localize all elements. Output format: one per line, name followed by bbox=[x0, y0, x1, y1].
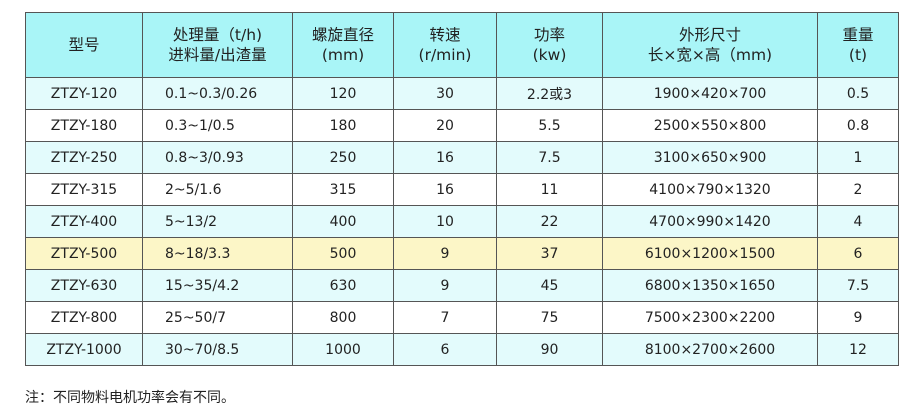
table-cell: 25~50/7 bbox=[142, 301, 293, 334]
table-cell: 1000 bbox=[292, 333, 394, 366]
table-cell: 2.2或3 bbox=[496, 77, 603, 110]
table-cell: ZTZY-630 bbox=[25, 269, 143, 302]
table-cell: 400 bbox=[292, 205, 394, 238]
table-cell: 9 bbox=[393, 269, 497, 302]
table-row: ZTZY-120 0.1~0.3/0.26 120 30 2.2或3 1900×420×7… bbox=[25, 77, 899, 110]
table-cell: 2500×550×800 bbox=[602, 109, 818, 142]
table-cell: 6800×1350×1650 bbox=[602, 269, 818, 302]
table-cell: 7.5 bbox=[817, 269, 899, 302]
table-cell: 5~13/2 bbox=[142, 205, 293, 238]
table-cell: 0.5 bbox=[817, 77, 899, 110]
table-cell: 9 bbox=[817, 301, 899, 334]
table-cell: 30 bbox=[393, 77, 497, 110]
table-row: ZTZY-1000 30~70/8.5 1000 6 90 8100×2700×2600 1… bbox=[25, 333, 899, 366]
table-cell: 15~35/4.2 bbox=[142, 269, 293, 302]
table-cell: 6 bbox=[393, 333, 497, 366]
table-cell: ZTZY-120 bbox=[25, 77, 143, 110]
table-cell: ZTZY-1000 bbox=[25, 333, 143, 366]
table-cell: 6100×1200×1500 bbox=[602, 237, 818, 270]
table-row: ZTZY-800 25~50/7 800 7 75 7500×2300×2200 9 bbox=[25, 301, 899, 334]
table-cell: 30~70/8.5 bbox=[142, 333, 293, 366]
column-header: 重量 (t) bbox=[817, 12, 899, 78]
table-cell: 630 bbox=[292, 269, 394, 302]
table-cell: 0.3~1/0.5 bbox=[142, 109, 293, 142]
table-cell: 0.8 bbox=[817, 109, 899, 142]
table-cell: 45 bbox=[496, 269, 603, 302]
footnote: 注：不同物料电机功率会有不同。 bbox=[25, 390, 235, 406]
table-cell: 8100×2700×2600 bbox=[602, 333, 818, 366]
table-cell: 0.8~3/0.93 bbox=[142, 141, 293, 174]
header-line: 进料量/出渣量 bbox=[168, 46, 267, 64]
table-cell: 7500×2300×2200 bbox=[602, 301, 818, 334]
table-row: ZTZY-180 0.3~1/0.5 180 20 5.5 2500×550×800 0.8 bbox=[25, 109, 899, 142]
table-cell: 2 bbox=[817, 173, 899, 206]
table-row: ZTZY-400 5~13/2 400 10 22 4700×990×1420 4 bbox=[25, 205, 899, 238]
table-cell: 11 bbox=[496, 173, 603, 206]
header-row: 型号 处理量（t/h) 进料量/出渣量 螺旋直径 (mm) 转速 (r/min) 功率 (kw)… bbox=[25, 12, 899, 78]
column-header: 处理量（t/h) 进料量/出渣量 bbox=[142, 12, 293, 78]
header-line: 型号 bbox=[68, 36, 100, 54]
table-cell: 4700×990×1420 bbox=[602, 205, 818, 238]
header-line: 螺旋直径 bbox=[311, 26, 374, 44]
spec-table: 型号 处理量（t/h) 进料量/出渣量 螺旋直径 (mm) 转速 (r/min) 功率 (kw)… bbox=[25, 12, 899, 366]
table-row: ZTZY-630 15~35/4.2 630 9 45 6800×1350×1650 7.5 bbox=[25, 269, 899, 302]
column-header: 转速 (r/min) bbox=[393, 12, 497, 78]
table-cell: 75 bbox=[496, 301, 603, 334]
header-line: 重量 bbox=[842, 26, 874, 44]
table-cell: 9 bbox=[393, 237, 497, 270]
table-cell: 22 bbox=[496, 205, 603, 238]
table-cell: 7 bbox=[393, 301, 497, 334]
table-cell: 3100×650×900 bbox=[602, 141, 818, 174]
table-cell: ZTZY-315 bbox=[25, 173, 143, 206]
table-cell: 315 bbox=[292, 173, 394, 206]
table-row: ZTZY-500 8~18/3.3 500 9 37 6100×1200×1500 6 bbox=[25, 237, 899, 270]
column-header: 外形尺寸长×宽×高（mm) bbox=[602, 12, 818, 78]
table-cell: ZTZY-180 bbox=[25, 109, 143, 142]
table-cell: ZTZY-500 bbox=[25, 237, 143, 270]
column-header: 型号 bbox=[25, 12, 143, 78]
table-cell: 16 bbox=[393, 141, 497, 174]
table-cell: 180 bbox=[292, 109, 394, 142]
column-header: 功率 (kw) bbox=[496, 12, 603, 78]
column-header: 螺旋直径 (mm) bbox=[292, 12, 394, 78]
header-line: 功率 bbox=[533, 26, 565, 44]
table-cell: 10 bbox=[393, 205, 497, 238]
table-cell: 5.5 bbox=[496, 109, 603, 142]
table-cell: 1 bbox=[817, 141, 899, 174]
table-cell: 0.1~0.3/0.26 bbox=[142, 77, 293, 110]
table-cell: 800 bbox=[292, 301, 394, 334]
table-cell: 120 bbox=[292, 77, 394, 110]
table-cell: ZTZY-800 bbox=[25, 301, 143, 334]
table-cell: ZTZY-400 bbox=[25, 205, 143, 238]
table-row: ZTZY-250 0.8~3/0.93 250 16 7.5 3100×650×900 1 bbox=[25, 141, 899, 174]
header-line: 转速 bbox=[429, 26, 461, 44]
header-line: (mm) bbox=[321, 46, 365, 64]
table-cell: 6 bbox=[817, 237, 899, 270]
table-cell: 20 bbox=[393, 109, 497, 142]
header-line: (kw) bbox=[532, 46, 567, 64]
table-cell: ZTZY-250 bbox=[25, 141, 143, 174]
table-cell: 37 bbox=[496, 237, 603, 270]
table-cell: 500 bbox=[292, 237, 394, 270]
header-line: (t) bbox=[848, 46, 868, 64]
table-cell: 16 bbox=[393, 173, 497, 206]
table-cell: 90 bbox=[496, 333, 603, 366]
header-line: 处理量（t/h) bbox=[172, 26, 263, 44]
table-cell: 8~18/3.3 bbox=[142, 237, 293, 270]
table-cell: 1900×420×700 bbox=[602, 77, 818, 110]
table-cell: 4 bbox=[817, 205, 899, 238]
table-cell: 7.5 bbox=[496, 141, 603, 174]
header-line: (r/min) bbox=[418, 46, 472, 64]
table-cell: 4100×790×1320 bbox=[602, 173, 818, 206]
header-line: 长×宽×高（mm) bbox=[647, 46, 773, 64]
table-cell: 2~5/1.6 bbox=[142, 173, 293, 206]
table-row: ZTZY-315 2~5/1.6 315 16 11 4100×790×1320 2 bbox=[25, 173, 899, 206]
header-line: 外形尺寸 bbox=[678, 26, 741, 44]
table-cell: 12 bbox=[817, 333, 899, 366]
table-cell: 250 bbox=[292, 141, 394, 174]
